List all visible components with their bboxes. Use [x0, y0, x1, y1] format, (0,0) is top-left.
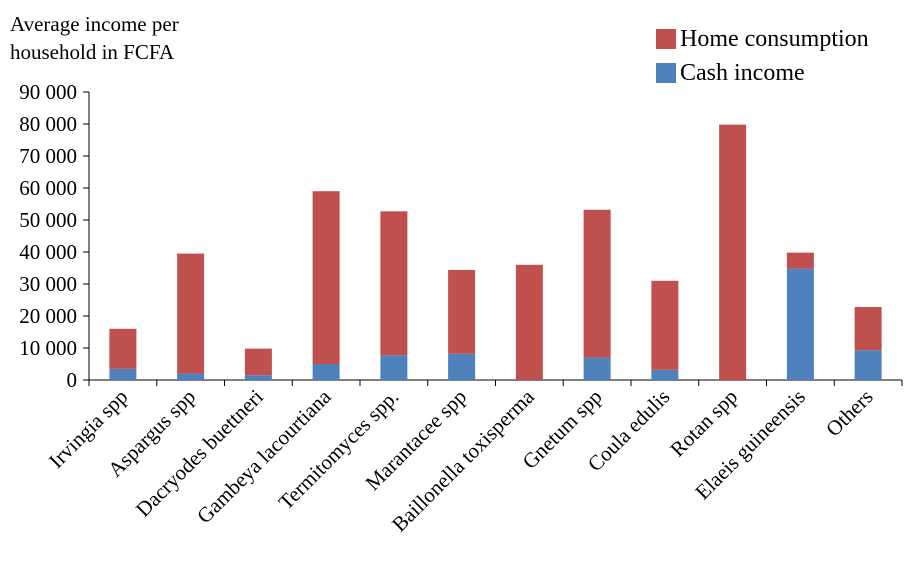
- bar-home-consumption: [651, 280, 679, 370]
- y-tick-label: 20 000: [19, 304, 77, 328]
- y-tick-label: 60 000: [19, 176, 77, 200]
- bar-home-consumption: [719, 124, 747, 380]
- bar-home-consumption: [177, 253, 205, 374]
- y-tick-label: 90 000: [19, 80, 77, 104]
- legend-swatch-home-consumption: [656, 29, 676, 49]
- y-tick-label: 40 000: [19, 240, 77, 264]
- bar-home-consumption: [515, 264, 543, 380]
- legend: Home consumption Cash income: [656, 22, 869, 90]
- bar-home-consumption: [312, 191, 340, 364]
- bar-home-consumption: [244, 348, 272, 376]
- bar-cash-income: [854, 350, 882, 380]
- legend-label-home-consumption: Home consumption: [680, 25, 869, 52]
- bar-home-consumption: [380, 211, 408, 356]
- bar-home-consumption: [854, 307, 882, 351]
- legend-swatch-cash-income: [656, 63, 676, 83]
- bar-cash-income: [786, 268, 814, 380]
- legend-item-home-consumption: Home consumption: [656, 22, 869, 56]
- y-axis-title: Average income per household in FCFA: [10, 12, 179, 64]
- y-tick-label: 80 000: [19, 112, 77, 136]
- y-tick-label: 10 000: [19, 336, 77, 360]
- bar-cash-income: [651, 369, 679, 380]
- x-tick-label: Dacryodes buettneri: [131, 384, 268, 521]
- bar-cash-income: [380, 355, 408, 380]
- y-tick-label: 70 000: [19, 144, 77, 168]
- y-tick-label: 0: [67, 368, 78, 392]
- bar-cash-income: [312, 364, 340, 380]
- legend-label-cash-income: Cash income: [680, 59, 805, 86]
- bar-cash-income: [177, 373, 205, 380]
- bar-cash-income: [109, 368, 137, 380]
- y-tick-label: 30 000: [19, 272, 77, 296]
- bar-cash-income: [448, 353, 476, 380]
- x-tick-label: Others: [821, 385, 878, 442]
- x-tick-label: Termitomyces spp.: [274, 385, 404, 515]
- legend-item-cash-income: Cash income: [656, 56, 869, 90]
- bar-cash-income: [244, 375, 272, 380]
- bar-home-consumption: [583, 209, 611, 358]
- y-tick-label: 50 000: [19, 208, 77, 232]
- bar-home-consumption: [786, 252, 814, 269]
- bar-cash-income: [583, 357, 611, 380]
- bar-home-consumption: [448, 269, 476, 354]
- bar-home-consumption: [109, 328, 137, 369]
